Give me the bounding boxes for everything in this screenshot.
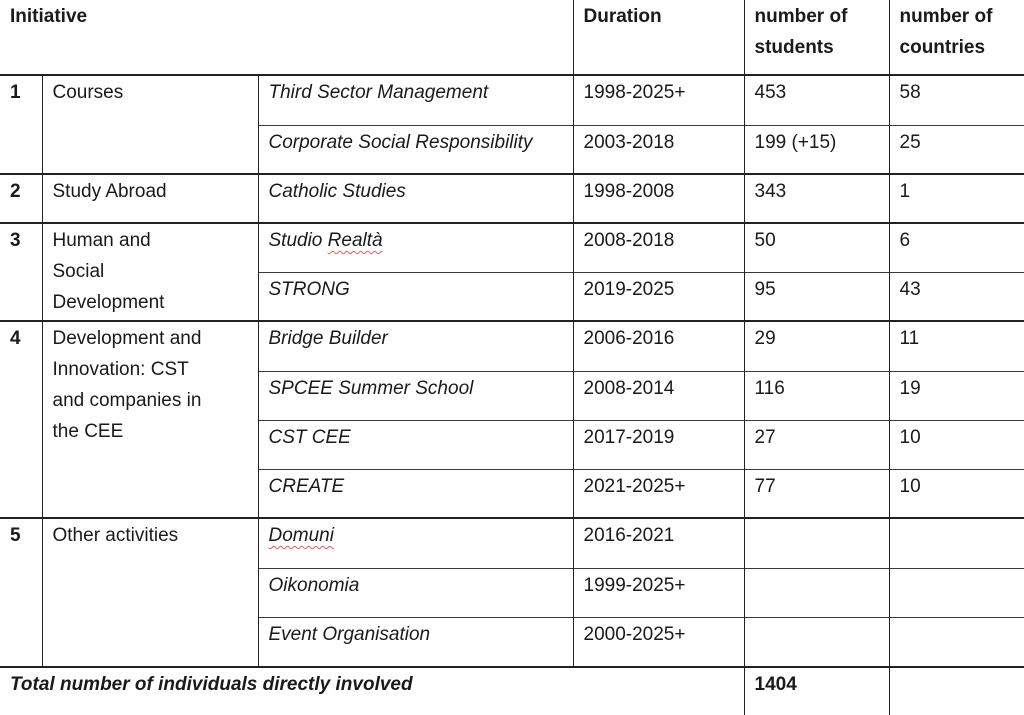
initiative-name-cell: Domuni xyxy=(257,517,574,568)
duration-cell: 2003-2018 xyxy=(572,124,745,174)
duration-cell: 2008-2018 xyxy=(572,222,745,272)
category-cell: Development and Innovation: CST and comp… xyxy=(41,320,258,518)
group-number-cell: 4 xyxy=(0,320,42,518)
countries-cell xyxy=(888,517,1024,568)
table-row: Oikonomia 1999-2025+ xyxy=(0,567,1024,617)
countries-cell: 6 xyxy=(888,222,1024,272)
students-cell: 29 xyxy=(743,320,890,371)
group-number-cell: 5 xyxy=(0,517,42,667)
initiative-name: Studio xyxy=(268,230,328,251)
duration-cell: 2021-2025+ xyxy=(572,468,745,518)
duration-cell: 2000-2025+ xyxy=(572,616,745,667)
header-cell-students: number of students xyxy=(743,0,890,75)
duration-cell: 2019-2025 xyxy=(572,271,745,321)
initiative-name-cell: Third Sector Management xyxy=(257,74,574,125)
students-cell: 95 xyxy=(743,271,890,321)
total-row: Total number of individuals directly inv… xyxy=(0,666,1024,715)
duration-cell: 2016-2021 xyxy=(572,517,745,568)
initiative-name-cell: Studio Realtà xyxy=(257,222,574,272)
group-number-cell: 2 xyxy=(0,173,42,223)
countries-cell xyxy=(888,567,1024,617)
group-number-cell: 1 xyxy=(0,74,42,174)
category-cell: Courses xyxy=(41,74,258,174)
initiative-name: Corporate Social Responsibility xyxy=(268,131,533,153)
students-cell: 343 xyxy=(743,173,890,223)
misspelled-word: Domuni xyxy=(268,525,334,546)
table-row: 1 Courses Third Sector Management 1998-2… xyxy=(0,74,1024,174)
students-cell: 27 xyxy=(743,419,890,469)
initiative-name-cell: Catholic Studies xyxy=(257,173,574,223)
initiative-name: Oikonomia xyxy=(268,574,360,596)
table-row: Event Organisation 2000-2025+ xyxy=(0,616,1024,667)
misspelled-word: Realtà xyxy=(327,230,383,251)
category-cell: Other activities xyxy=(41,517,258,667)
initiative-name: Bridge Builder xyxy=(268,328,388,349)
countries-cell: 25 xyxy=(888,124,1024,174)
total-students-cell: 1404 xyxy=(743,666,890,715)
initiative-name-cell: CREATE xyxy=(257,468,574,518)
students-cell: 199 (+15) xyxy=(743,124,890,174)
countries-cell: 19 xyxy=(888,370,1024,420)
students-cell: 50 xyxy=(743,222,890,272)
students-cell: 116 xyxy=(743,370,890,420)
initiative-name: SPCEE Summer School xyxy=(268,377,474,399)
duration-cell: 1999-2025+ xyxy=(572,567,745,617)
header-cell-duration: Duration xyxy=(572,0,745,75)
duration-cell: 1998-2025+ xyxy=(572,74,745,125)
initiative-name-cell: SPCEE Summer School xyxy=(257,370,574,420)
countries-cell: 1 xyxy=(888,173,1024,223)
category-cell: Human and Social Development xyxy=(41,222,258,321)
header-cell-countries: number of countries xyxy=(888,0,1024,75)
header-cell-initiative: Initiative xyxy=(10,6,88,27)
initiative-name-cell: STRONG xyxy=(257,271,574,321)
students-cell xyxy=(743,517,890,568)
table-row: SPCEE Summer School 2008-2014 116 19 xyxy=(0,370,1024,420)
table-row: Corporate Social Responsibility 2003-201… xyxy=(0,124,1024,174)
initiative-name: Catholic Studies xyxy=(268,181,406,202)
table-row: 5 Other activities Domuni 2016-2021 xyxy=(0,517,1024,667)
students-cell xyxy=(743,567,890,617)
students-cell: 453 xyxy=(743,74,890,125)
countries-cell: 58 xyxy=(888,74,1024,125)
initiative-name: Event Organisation xyxy=(268,623,431,645)
countries-cell xyxy=(888,616,1024,667)
students-cell: 77 xyxy=(743,468,890,518)
initiative-name-cell: Event Organisation xyxy=(257,616,574,667)
initiative-name-cell: Corporate Social Responsibility xyxy=(257,124,574,174)
group-number-cell: 3 xyxy=(0,222,42,321)
initiative-name-cell: Bridge Builder xyxy=(257,320,574,371)
initiative-name: STRONG xyxy=(268,278,350,300)
initiative-name-cell: CST CEE xyxy=(257,419,574,469)
table-row: STRONG 2019-2025 95 43 xyxy=(0,271,1024,321)
initiative-name: CST CEE xyxy=(268,426,351,448)
duration-cell: 2008-2014 xyxy=(572,370,745,420)
table-header-row: Initiative Duration number of students n… xyxy=(0,0,1024,75)
total-countries-cell xyxy=(888,666,1024,715)
countries-cell: 10 xyxy=(888,419,1024,469)
duration-cell: 2006-2016 xyxy=(572,320,745,371)
category-cell: Study Abroad xyxy=(41,173,258,223)
countries-cell: 11 xyxy=(888,320,1024,371)
table-row: CREATE 2021-2025+ 77 10 xyxy=(0,468,1024,518)
total-label-cell: Total number of individuals directly inv… xyxy=(0,666,745,715)
initiative-name: Third Sector Management xyxy=(268,82,489,103)
duration-cell: 2017-2019 xyxy=(572,419,745,469)
initiative-name-cell: Oikonomia xyxy=(257,567,574,617)
initiative-name: CREATE xyxy=(268,475,345,497)
countries-cell: 10 xyxy=(888,468,1024,518)
students-cell xyxy=(743,616,890,667)
duration-cell: 1998-2008 xyxy=(572,173,745,223)
table-row: 4 Development and Innovation: CST and co… xyxy=(0,320,1024,518)
table-row: 3 Human and Social Development Studio Re… xyxy=(0,222,1024,321)
table-row: 2 Study Abroad Catholic Studies 1998-200… xyxy=(0,173,1024,223)
table-row: CST CEE 2017-2019 27 10 xyxy=(0,419,1024,469)
countries-cell: 43 xyxy=(888,271,1024,321)
